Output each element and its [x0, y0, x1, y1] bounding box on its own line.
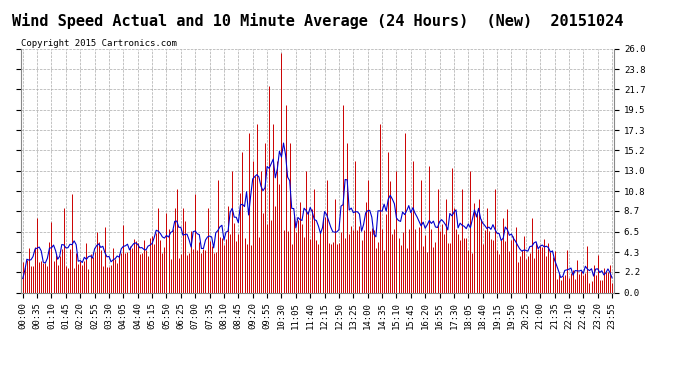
Text: Copyright 2015 Cartronics.com: Copyright 2015 Cartronics.com	[21, 39, 177, 48]
Legend: 10 Min Avg (mph), Wind (mph): 10 Min Avg (mph), Wind (mph)	[413, 0, 609, 4]
Text: Wind Speed Actual and 10 Minute Average (24 Hours)  (New)  20151024: Wind Speed Actual and 10 Minute Average …	[12, 13, 623, 29]
